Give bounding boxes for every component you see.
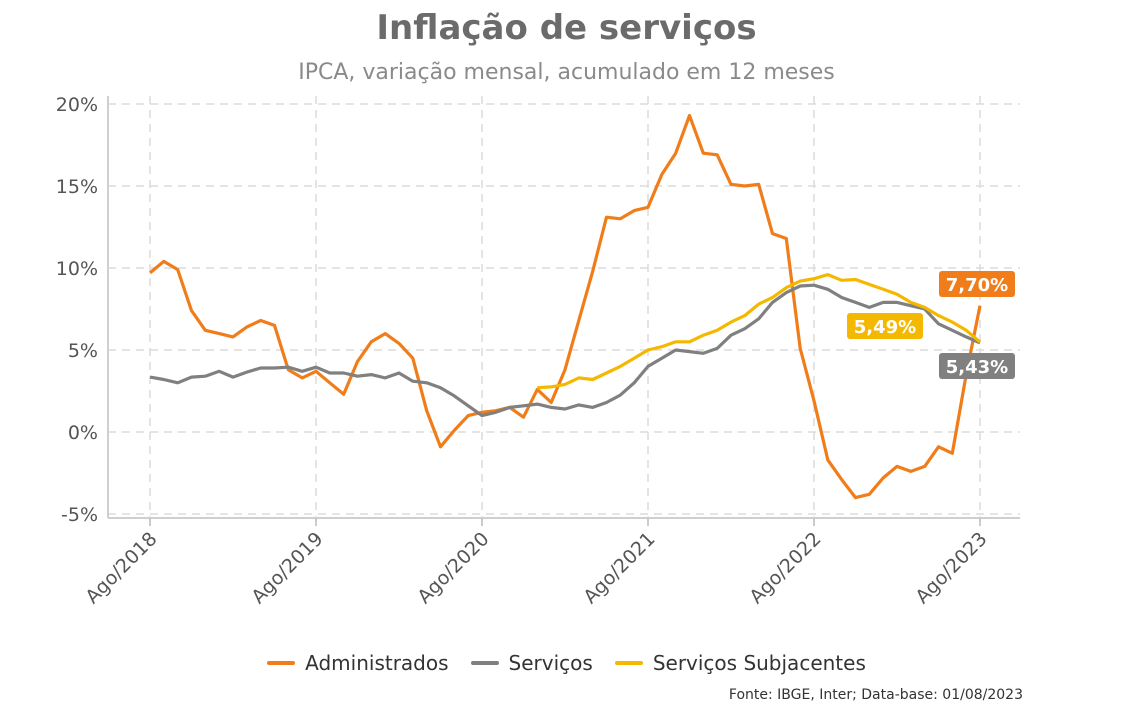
y-tick-label: -5%: [61, 504, 98, 526]
end-value-badge: [847, 313, 923, 339]
x-tick-label: Ago/2023: [911, 528, 991, 608]
chart-subtitle: IPCA, variação mensal, acumulado em 12 m…: [298, 60, 835, 85]
chart-title: Inflação de serviços: [376, 8, 757, 48]
y-tick-label: 15%: [56, 176, 98, 198]
source-note: Fonte: IBGE, Inter; Data-base: 01/08/202…: [728, 687, 1023, 703]
legend-label: Administrados: [305, 651, 449, 675]
series-line-servi-os: [149, 283, 981, 418]
legend-label: Serviços: [508, 651, 593, 675]
legend-item-servicos[interactable]: Serviços: [470, 651, 593, 675]
series-line-administrados: [148, 113, 982, 500]
end-value-label: 5,49%: [854, 317, 916, 338]
y-tick-label: 10%: [56, 258, 98, 280]
legend-swatch: [267, 661, 296, 665]
end-value-label: 5,43%: [946, 357, 1008, 378]
legend-item-administrados[interactable]: Administrados: [267, 651, 449, 675]
x-tick-label: Ago/2022: [745, 528, 825, 608]
y-tick-label: 5%: [68, 340, 98, 362]
y-tick-label: 0%: [68, 422, 98, 444]
y-tick-label: 20%: [56, 94, 98, 116]
end-value-badge: [939, 353, 1015, 379]
x-tick-label: Ago/2019: [247, 528, 327, 608]
legend: Administrados Serviços Serviços Subjacen…: [0, 651, 1133, 675]
legend-swatch: [470, 661, 499, 665]
x-tick-label: Ago/2020: [413, 528, 493, 608]
series-line-servi-os-subjacentes: [537, 273, 982, 390]
end-value-badge: [939, 271, 1015, 297]
x-tick-label: Ago/2021: [579, 528, 659, 608]
legend-item-servicos-subjacentes[interactable]: Serviços Subjacentes: [614, 651, 866, 675]
x-tick-label: Ago/2018: [81, 528, 161, 608]
legend-label: Serviços Subjacentes: [652, 651, 866, 675]
legend-swatch: [614, 661, 643, 665]
end-value-label: 7,70%: [946, 275, 1008, 296]
